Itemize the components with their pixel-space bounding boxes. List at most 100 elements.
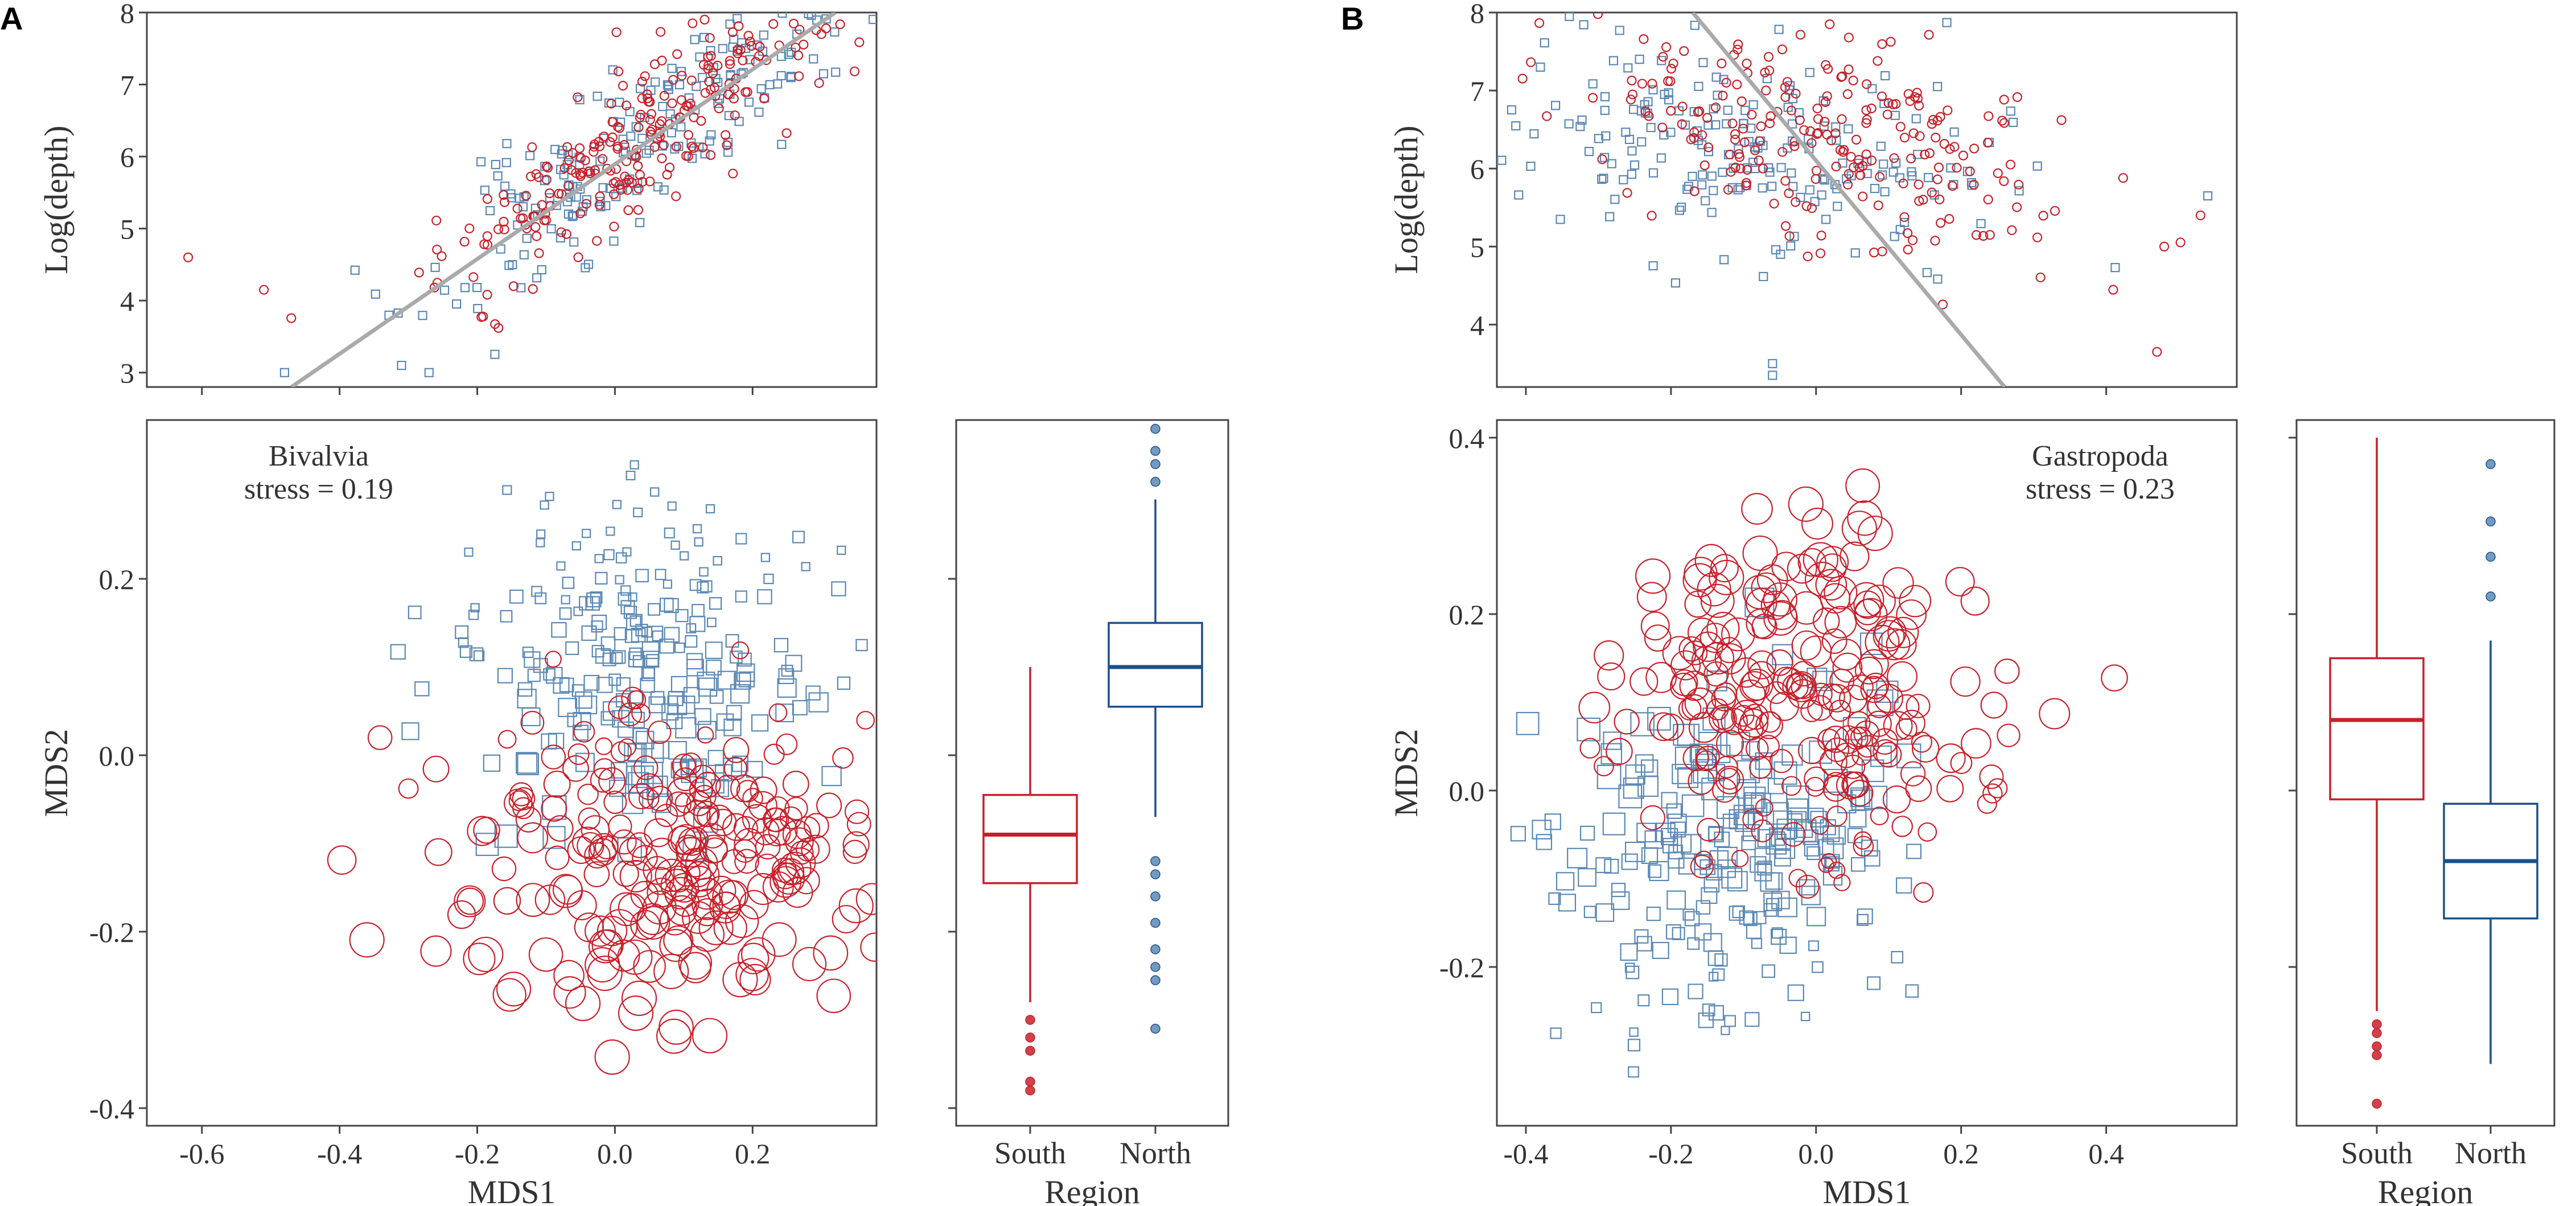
north-depth-point — [519, 192, 529, 201]
south-mds-point — [1810, 816, 1829, 835]
south-depth-point — [1637, 79, 1648, 89]
north-mds-point — [524, 651, 541, 668]
south-mds-point — [747, 872, 779, 905]
south-mds-point — [1906, 693, 1931, 718]
south-depth-point — [259, 285, 269, 295]
south-mds-point — [1839, 684, 1867, 713]
south-mds-point — [1882, 785, 1911, 814]
north-depth-point — [1878, 170, 1887, 180]
panel-letter-a: A — [0, 1, 23, 36]
south-mds-point — [1895, 718, 1917, 740]
south-mds-point — [689, 764, 716, 792]
north-mds-point — [608, 779, 627, 797]
south-mds-point — [739, 964, 771, 995]
south-mds-point — [1742, 808, 1764, 830]
north-mds-point — [751, 714, 769, 732]
north-mds-point — [616, 677, 631, 692]
north-mds-point — [536, 538, 545, 548]
south-mds-point — [832, 904, 861, 934]
north-depth-point — [546, 224, 556, 234]
north-depth-point — [1670, 278, 1681, 288]
south-depth-point — [1730, 129, 1740, 139]
box-iqr — [982, 794, 1078, 884]
south-mds-point — [1850, 726, 1872, 748]
north-depth-point — [452, 299, 462, 309]
north-mds-point — [1861, 759, 1884, 783]
north-mds-point — [390, 644, 406, 660]
south-depth-point — [1869, 248, 1879, 258]
north-mds-point — [1703, 876, 1720, 893]
south-mds-point — [763, 743, 785, 765]
north-depth-point — [1876, 141, 1886, 151]
south-mds-point — [1597, 662, 1626, 691]
mds-y-axis-tick-label: -0.2 — [1439, 952, 1484, 983]
north-depth-point — [491, 159, 501, 170]
box-x-label: Region — [2378, 1174, 2474, 1206]
south-mds-point — [1840, 541, 1870, 571]
north-mds-point — [686, 623, 697, 633]
south-mds-point — [855, 883, 877, 915]
south-depth-point — [537, 200, 547, 210]
south-depth-point — [1820, 117, 1830, 127]
north-mds-point — [837, 545, 846, 555]
north-mds-point — [586, 592, 602, 608]
south-depth-point — [854, 37, 865, 47]
north-mds-point — [1724, 1015, 1736, 1027]
south-depth-point — [1914, 100, 1924, 111]
south-mds-point — [782, 771, 809, 797]
south-mds-point — [1870, 806, 1889, 826]
north-mds-point — [573, 712, 591, 730]
taxon-annotation: Gastropoda — [2032, 440, 2168, 472]
south-depth-point — [557, 189, 567, 199]
south-depth-point — [585, 168, 595, 179]
south-depth-point — [1882, 109, 1892, 120]
south-mds-point — [776, 733, 798, 755]
north-depth-point — [2110, 263, 2120, 273]
south-mds-point — [585, 947, 620, 983]
north-mds-point — [664, 527, 675, 539]
south-mds-point — [546, 815, 574, 842]
south-depth-point — [667, 98, 677, 109]
north-mds-point — [705, 504, 715, 514]
south-depth-point — [556, 227, 566, 237]
north-mds-point — [732, 755, 749, 772]
south-depth-point — [721, 130, 731, 140]
south-depth-point — [645, 114, 655, 125]
north-mds-point — [1696, 900, 1711, 915]
north-mds-point — [618, 592, 632, 606]
north-mds-point — [648, 603, 661, 616]
north-mds-point — [1701, 887, 1718, 904]
south-depth-point — [1738, 124, 1748, 134]
south-depth-point — [816, 29, 826, 39]
south-mds-point — [1788, 486, 1824, 522]
north-depth-point — [1664, 88, 1673, 98]
south-depth-point — [508, 281, 519, 291]
south-mds-point — [684, 866, 716, 898]
south-mds-point — [1945, 567, 1975, 597]
south-depth-point — [706, 150, 716, 160]
south-mds-point — [552, 874, 583, 905]
south-depth-point — [1764, 118, 1775, 129]
south-depth-point — [1997, 116, 2007, 126]
north-depth-point — [653, 182, 663, 192]
south-mds-point — [611, 829, 637, 855]
south-depth-point — [1903, 244, 1913, 255]
south-depth-point — [1924, 148, 1935, 158]
south-mds-point — [1670, 650, 1701, 681]
north-depth-point — [1601, 131, 1611, 141]
mds-x-axis-tick-label: -0.4 — [317, 1138, 362, 1170]
south-mds-point — [1594, 640, 1624, 671]
north-depth-point — [611, 192, 621, 201]
south-mds-point — [1693, 631, 1723, 662]
north-mds-point — [736, 663, 755, 682]
south-mds-point — [693, 898, 721, 927]
north-mds-point — [622, 792, 644, 814]
south-depth-point — [1592, 13, 1603, 19]
north-depth-point — [1842, 174, 1851, 184]
south-mds-point — [1755, 798, 1773, 817]
south-depth-point — [1810, 174, 1821, 184]
north-mds-point — [726, 705, 742, 721]
south-depth-point — [2118, 173, 2128, 183]
north-mds-point — [615, 575, 624, 585]
north-mds-point — [674, 642, 685, 653]
